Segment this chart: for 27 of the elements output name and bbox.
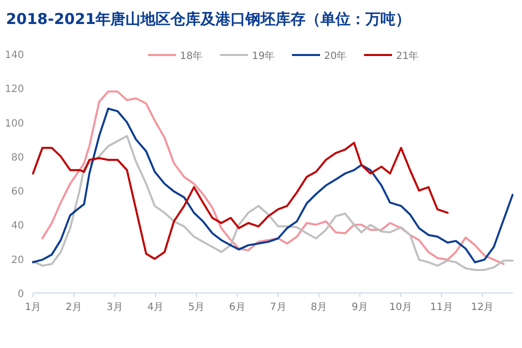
x-tick-label: 9月: [352, 302, 368, 313]
x-tick-label: 1月: [24, 302, 42, 313]
y-tick-label: 40: [11, 220, 24, 232]
x-tick-label: 5月: [188, 302, 205, 313]
x-tick-label: 4月: [147, 302, 164, 313]
x-tick-label: 3月: [106, 302, 123, 313]
legend-label: 18年: [180, 50, 203, 62]
line-series: [32, 142, 449, 260]
y-tick-label: 0: [18, 289, 24, 300]
y-tick-label: 120: [4, 84, 24, 96]
chart-title: 2018-2021年唐山地区仓库及港口钢坯库存（单位：万吨）: [6, 10, 411, 28]
legend-label: 19年: [252, 50, 275, 62]
x-tick-label: 2月: [66, 302, 82, 313]
x-tick-label: 10月: [389, 302, 412, 313]
x-tick-label: 12月: [470, 302, 494, 313]
line-series: [32, 134, 514, 271]
y-tick-label: 140: [4, 50, 24, 61]
x-tick-label: 11月: [430, 302, 453, 313]
x-tick-label: 6月: [229, 302, 246, 313]
x-tick-label: 8月: [310, 302, 328, 313]
y-tick-label: 20: [11, 254, 24, 266]
x-tick-label: 7月: [270, 302, 286, 313]
y-tick-label: 80: [11, 152, 24, 164]
legend-label: 20年: [324, 50, 347, 62]
y-tick-label: 60: [11, 186, 24, 198]
legend-label: 21年: [396, 50, 419, 62]
y-tick-label: 100: [4, 118, 24, 130]
